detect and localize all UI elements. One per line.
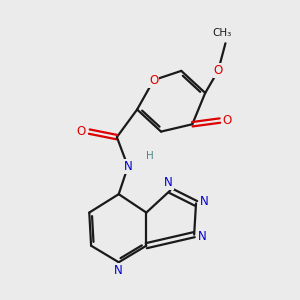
Text: CH₃: CH₃ [212, 28, 231, 38]
Text: N: N [200, 195, 208, 208]
Text: H: H [146, 151, 154, 161]
Text: N: N [198, 230, 207, 243]
Text: O: O [76, 125, 86, 138]
Text: N: N [164, 176, 173, 189]
Text: O: O [223, 114, 232, 127]
Text: N: N [114, 264, 123, 277]
Text: O: O [214, 64, 223, 77]
Text: O: O [149, 74, 158, 87]
Text: N: N [124, 160, 132, 173]
